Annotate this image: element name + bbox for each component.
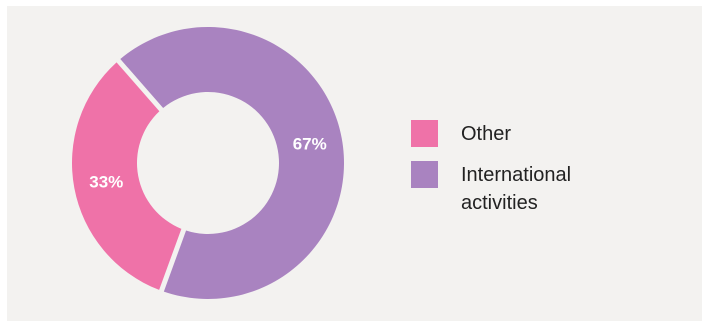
legend: Other International activities bbox=[411, 120, 621, 230]
legend-label-other: Other bbox=[461, 123, 512, 145]
slice-label-international-activities: 67% bbox=[293, 134, 327, 153]
donut-slices bbox=[72, 26, 344, 299]
slice-label-other: 33% bbox=[89, 173, 123, 192]
legend-swatch-other bbox=[411, 120, 438, 147]
legend-item-international-activities: International activities bbox=[411, 161, 621, 217]
slice-international-activities bbox=[120, 26, 344, 299]
legend-item-other: Other bbox=[411, 120, 621, 148]
chart-panel: 33% 67% Other International activities bbox=[7, 6, 702, 321]
legend-label-international-activities: International activities bbox=[461, 164, 572, 214]
slice-other bbox=[72, 62, 182, 290]
legend-swatch-international-activities bbox=[411, 161, 438, 188]
donut-chart: 33% 67% bbox=[72, 26, 344, 299]
donut-labels: 33% 67% bbox=[89, 134, 326, 191]
